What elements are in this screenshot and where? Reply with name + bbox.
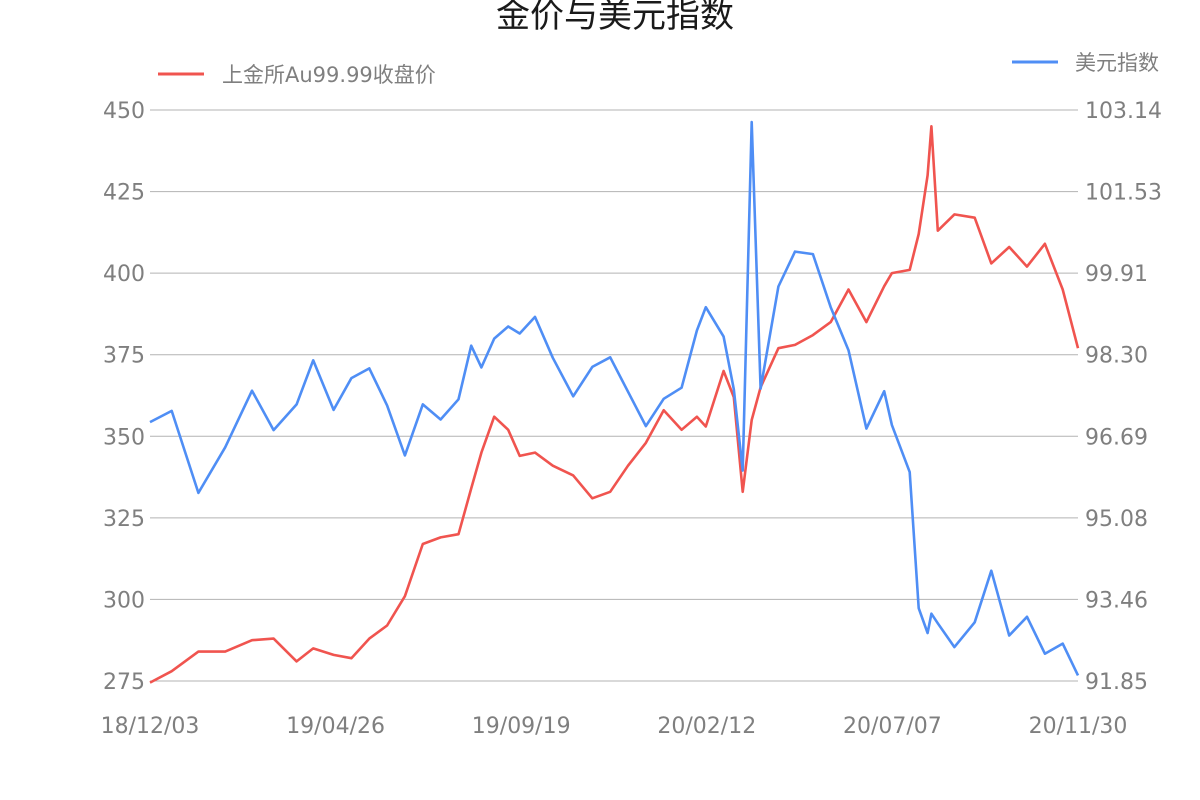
series-layer xyxy=(149,120,1080,684)
right-tick-label: 91.85 xyxy=(1085,670,1148,695)
left-tick-label: 350 xyxy=(103,425,145,450)
left-tick-label: 275 xyxy=(103,670,145,695)
legend: 上金所Au99.99收盘价 美元指数 xyxy=(158,51,1159,87)
left-tick-label: 375 xyxy=(103,344,145,369)
series-line-gold-price xyxy=(149,125,1080,684)
legend-label-usd-index: 美元指数 xyxy=(1075,51,1159,75)
left-axis-ticks: 275 300 325 350 375 400 425 450 xyxy=(103,99,145,695)
x-tick-label: 19/09/19 xyxy=(472,714,571,739)
right-tick-label: 98.30 xyxy=(1085,344,1148,369)
right-tick-label: 93.46 xyxy=(1085,588,1148,613)
right-tick-label: 95.08 xyxy=(1085,507,1148,532)
x-tick-label: 20/02/12 xyxy=(657,714,756,739)
x-tick-label: 19/04/26 xyxy=(286,714,385,739)
left-tick-label: 325 xyxy=(103,507,145,532)
x-axis-ticks: 18/12/03 19/04/26 19/09/19 20/02/12 20/07/07… xyxy=(101,714,1128,739)
series-line-usd-index xyxy=(149,120,1080,676)
x-tick-label: 18/12/03 xyxy=(101,714,200,739)
right-tick-label: 103.14 xyxy=(1085,99,1162,124)
right-tick-label: 99.91 xyxy=(1085,262,1148,287)
left-tick-label: 300 xyxy=(103,588,145,613)
right-tick-label: 96.69 xyxy=(1085,425,1148,450)
x-tick-label: 20/11/30 xyxy=(1029,714,1128,739)
right-tick-label: 101.53 xyxy=(1085,181,1162,206)
right-axis-ticks: 91.85 93.46 95.08 96.69 98.30 99.91 101.53 103.… xyxy=(1085,99,1162,695)
left-tick-label: 425 xyxy=(103,181,145,206)
left-tick-label: 400 xyxy=(103,262,145,287)
left-tick-label: 450 xyxy=(103,99,145,124)
legend-label-gold: 上金所Au99.99收盘价 xyxy=(222,63,436,87)
gridlines xyxy=(150,109,1078,682)
x-tick-label: 20/07/07 xyxy=(843,714,942,739)
chart-title: 金价与美元指数 xyxy=(496,0,734,36)
